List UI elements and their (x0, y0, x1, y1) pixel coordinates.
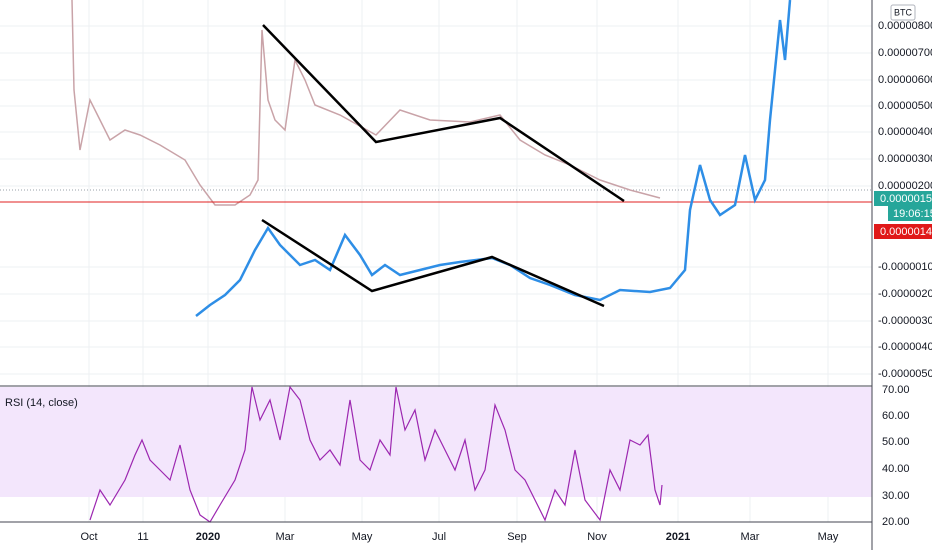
time-label: Mar (276, 531, 295, 543)
price-label: -0.00000300 (878, 315, 932, 327)
price-label: 0.00000200 (878, 180, 932, 192)
line-price-badge (874, 224, 932, 239)
rsi-line (89, 385, 663, 523)
rsi-label: 30.00 (882, 490, 910, 502)
price-candles (71, 0, 661, 206)
price-label: 0.00000500 (878, 100, 932, 112)
time-label: May (352, 531, 373, 543)
time-label: Nov (587, 531, 607, 543)
time-label: 11 (137, 531, 148, 543)
price-label: 0.00000300 (878, 153, 932, 165)
price-label: 0.00000700 (878, 47, 932, 59)
last-price-badge (874, 191, 932, 206)
last-price: 0.00000156 (880, 193, 932, 205)
currency-badge (890, 4, 916, 21)
time-label: Mar (741, 531, 760, 543)
trend-line-upper (262, 24, 625, 203)
time-label: Sep (507, 531, 527, 543)
currency: BTC (894, 7, 913, 17)
countdown: 19:06:15 (893, 208, 932, 220)
rsi-label: 50.00 (882, 436, 910, 448)
price-label: -0.00000200 (878, 288, 932, 300)
rsi-label: 60.00 (882, 410, 910, 422)
price-label: -0.00000400 (878, 341, 932, 353)
price-label: -0.00000500 (878, 368, 932, 380)
rsi-label: 20.00 (882, 516, 910, 528)
price-label: 0.00000800 (878, 20, 932, 32)
rsi-label: 40.00 (882, 463, 910, 475)
price-label: -0.00000100 (878, 261, 932, 273)
rsi-band (0, 387, 872, 497)
countdown-badge (888, 206, 932, 221)
time-label: Oct (80, 531, 97, 543)
line-price: 0.00000142 (880, 226, 932, 238)
rsi-label: 70.00 (882, 384, 910, 396)
price-label: 0.00000400 (878, 126, 932, 138)
time-label: Jul (432, 531, 446, 543)
price-label: 0.00000600 (878, 74, 932, 86)
time-label: May (818, 531, 839, 543)
trend-line-lower (261, 218, 605, 308)
time-label: 2020 (196, 531, 220, 543)
blue-line (195, 0, 792, 317)
time-label: 2021 (666, 531, 690, 543)
rsi-title: RSI (14, close) (5, 397, 78, 409)
